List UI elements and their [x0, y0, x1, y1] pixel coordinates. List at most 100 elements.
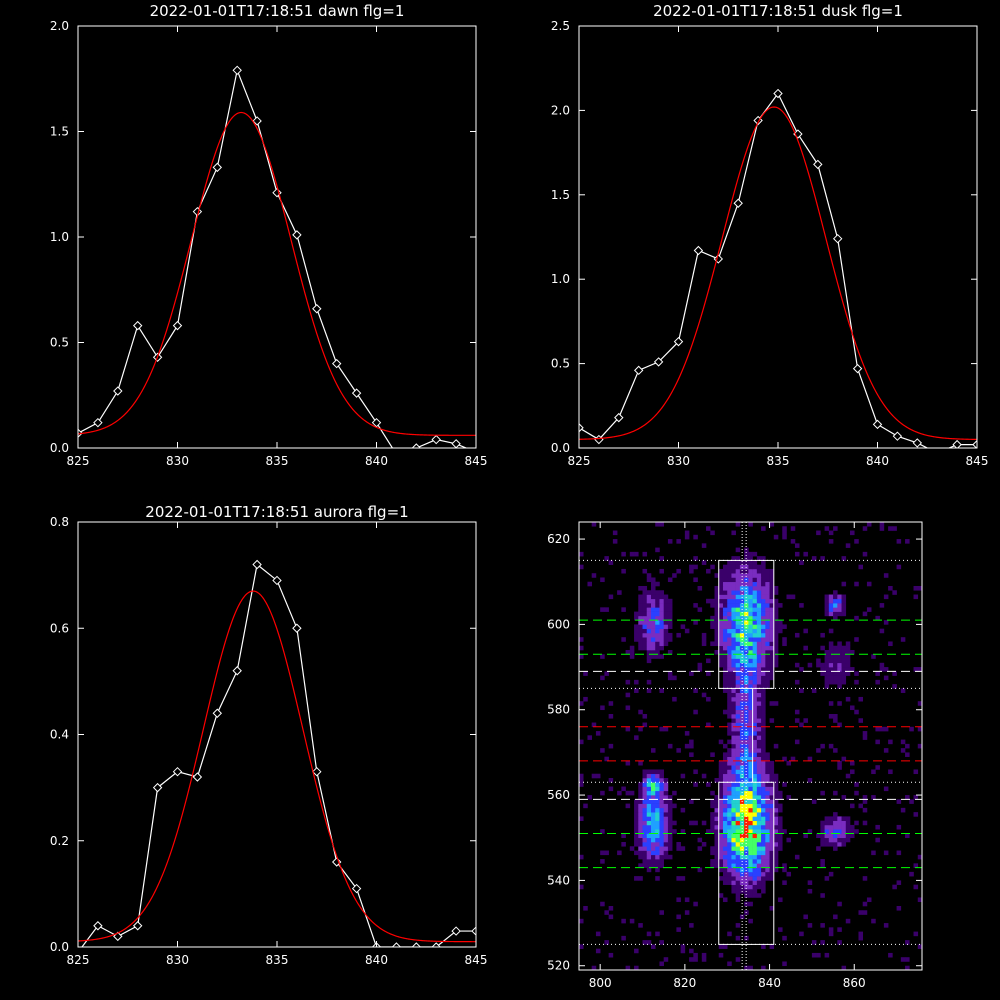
heatmap-cell	[739, 756, 745, 762]
heatmap-cell	[913, 884, 919, 890]
heatmap-cell	[650, 795, 656, 800]
heatmap-cell	[765, 833, 770, 839]
heatmap-cell	[634, 965, 639, 970]
heatmap-cell	[676, 914, 681, 920]
heatmap-cell	[748, 607, 753, 612]
heatmap-cell	[820, 645, 825, 651]
heatmap-cell	[752, 859, 758, 864]
heatmap-cell	[769, 786, 775, 792]
heatmap-cell	[752, 586, 758, 591]
heatmap-cell	[718, 581, 724, 587]
heatmap-cell	[625, 650, 631, 655]
heatmap-cell	[820, 556, 825, 561]
heatmap-cell	[773, 807, 779, 813]
heatmap-cell	[850, 833, 855, 839]
heatmap-cell	[845, 662, 851, 668]
heatmap-cell	[634, 688, 639, 693]
heatmap-cell	[676, 632, 681, 638]
heatmap-cell	[820, 743, 825, 749]
heatmap-cell	[748, 671, 753, 676]
heatmap-cell	[896, 824, 902, 830]
heatmap-cell	[655, 859, 660, 864]
heatmap-cell	[663, 957, 669, 962]
heatmap-cell	[634, 624, 639, 629]
heatmap-cell	[693, 957, 698, 962]
heatmap-cell	[756, 556, 762, 561]
heatmap-cell	[655, 615, 660, 621]
heatmap-cell	[722, 620, 728, 625]
heatmap-cell	[739, 765, 745, 770]
heatmap-cell	[659, 786, 664, 792]
heatmap-cell	[761, 573, 766, 578]
heatmap-cell	[735, 607, 741, 612]
heatmap-cell	[650, 842, 656, 847]
heatmap-cell	[583, 906, 588, 911]
heatmap-cell	[739, 564, 745, 570]
heatmap-cell	[714, 842, 720, 847]
heatmap-cell	[769, 637, 775, 642]
heatmap-cell	[608, 906, 614, 911]
heatmap-cell	[731, 850, 736, 856]
heatmap-cell	[841, 833, 847, 839]
heatmap-cell	[769, 577, 775, 583]
heatmap-cell	[638, 598, 643, 604]
heatmap-cell	[748, 658, 753, 664]
heatmap-cell	[638, 586, 643, 591]
heatmap-cell	[765, 607, 770, 612]
heatmap-cell	[727, 560, 732, 565]
heatmap-cell	[773, 654, 779, 659]
heatmap-cell	[824, 679, 830, 685]
heatmap-cell	[659, 645, 664, 651]
heatmap-cell	[684, 910, 690, 915]
heatmap-cell	[773, 833, 779, 839]
heatmap-cell	[642, 714, 648, 719]
heatmap-cell	[655, 876, 660, 881]
heatmap-cell	[718, 867, 724, 873]
heatmap-cell	[684, 530, 690, 536]
heatmap-cell	[756, 688, 762, 693]
heatmap-cell	[735, 547, 741, 553]
heatmap-cell	[748, 684, 753, 689]
heatmap-cell	[731, 701, 736, 706]
heatmap-cell	[638, 611, 643, 617]
heatmap-cell	[714, 598, 720, 604]
heatmap-cell	[752, 863, 758, 868]
heatmap-cell	[731, 637, 736, 642]
heatmap-cell	[650, 654, 656, 659]
heatmap-cell	[579, 778, 584, 783]
heatmap-cell	[769, 522, 775, 527]
heatmap-cell	[722, 824, 728, 830]
heatmap-cell	[701, 637, 707, 642]
data-point	[292, 230, 302, 240]
heatmap-cell	[752, 807, 758, 813]
heatmap-cell	[769, 799, 775, 804]
heatmap-cell	[752, 846, 758, 851]
heatmap-cell	[646, 769, 652, 775]
heatmap-cell	[718, 952, 724, 958]
heatmap-cell	[727, 662, 732, 668]
heatmap-cell	[773, 859, 779, 864]
heatmap-cell	[811, 952, 817, 958]
heatmap-cell	[905, 965, 910, 970]
heatmap-cell	[667, 615, 673, 621]
heatmap-cell	[773, 645, 779, 651]
heatmap-cell	[739, 675, 745, 681]
heatmap-cell	[761, 526, 766, 531]
heatmap-cell	[718, 773, 724, 779]
heatmap-cell	[642, 807, 648, 813]
heatmap-cell	[693, 901, 698, 907]
heatmap-cell	[765, 773, 770, 779]
heatmap-cell	[731, 786, 736, 792]
heatmap-cell	[714, 628, 720, 634]
heatmap-cell	[765, 645, 770, 651]
heatmap-cell	[748, 598, 753, 604]
heatmap-cell	[655, 816, 660, 821]
heatmap-cell	[739, 641, 745, 647]
heatmap-cell	[714, 795, 720, 800]
heatmap-cell	[854, 820, 859, 826]
heatmap-cell	[739, 743, 745, 749]
heatmap-cell	[731, 824, 736, 830]
heatmap-cell	[765, 641, 770, 647]
heatmap-cell	[752, 829, 758, 834]
